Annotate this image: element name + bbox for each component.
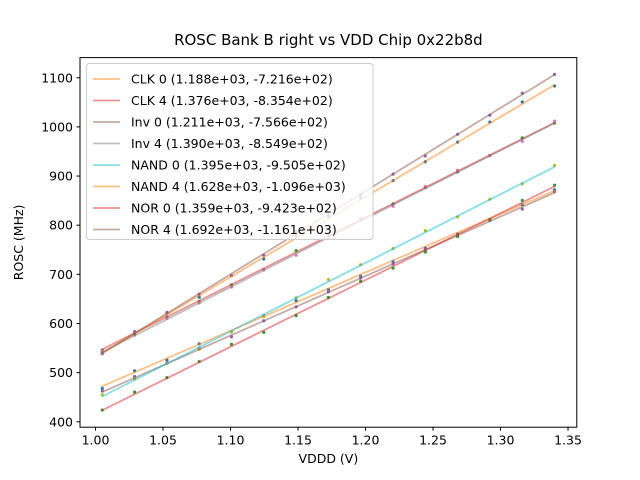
- legend-label: NOR 4 (1.692e+03, -1.161e+03): [131, 222, 337, 237]
- x-tick-label: 1.05: [149, 433, 177, 448]
- legend-label: NAND 0 (1.395e+03, -9.505e+02): [131, 158, 346, 173]
- chart-title: ROSC Bank B right vs VDD Chip 0x22b8d: [174, 31, 483, 49]
- x-axis-label: VDDD (V): [299, 451, 359, 466]
- x-tick-label: 1.25: [419, 433, 447, 448]
- legend-label: NOR 0 (1.359e+03, -9.423e+02): [131, 201, 337, 216]
- y-tick-label: 1100: [41, 70, 73, 85]
- y-tick-label: 700: [49, 267, 73, 282]
- legend-label: CLK 4 (1.376e+03, -8.354e+02): [131, 93, 333, 108]
- x-tick-label: 1.15: [284, 433, 312, 448]
- axes-spines: [79, 57, 578, 428]
- data-point-clk-0: [100, 386, 104, 391]
- legend-label: Inv 4 (1.390e+03, -8.549e+02): [131, 136, 328, 151]
- legend-label: Inv 0 (1.211e+03, -7.566e+02): [131, 115, 328, 130]
- x-tick-label: 1.35: [554, 433, 582, 448]
- legend-label: CLK 0 (1.188e+03, -7.216e+02): [131, 72, 333, 87]
- y-tick-label: 400: [49, 414, 73, 429]
- data-point-inv-0: [520, 207, 524, 211]
- y-tick-label: 500: [49, 365, 73, 380]
- fit-line-nand-0: [101, 165, 556, 398]
- x-tick-label: 1.20: [352, 433, 380, 448]
- y-tick-label: 900: [49, 169, 73, 184]
- y-tick-label: 1000: [41, 119, 73, 134]
- y-tick-label: 800: [49, 218, 73, 233]
- x-tick-label: 1.10: [217, 433, 245, 448]
- data-point-nand-0: [552, 163, 557, 167]
- x-tick-label: 1.30: [487, 433, 515, 448]
- y-axis-label: ROSC (MHz): [11, 205, 26, 281]
- data-point-inv-4: [552, 119, 557, 123]
- fit-line-nor-0: [101, 185, 556, 412]
- legend-box: [86, 63, 374, 240]
- y-tick-label: 600: [49, 316, 73, 331]
- x-tick-label: 1.00: [82, 433, 110, 448]
- legend-label: NAND 4 (1.628e+03, -1.096e+03): [131, 179, 346, 194]
